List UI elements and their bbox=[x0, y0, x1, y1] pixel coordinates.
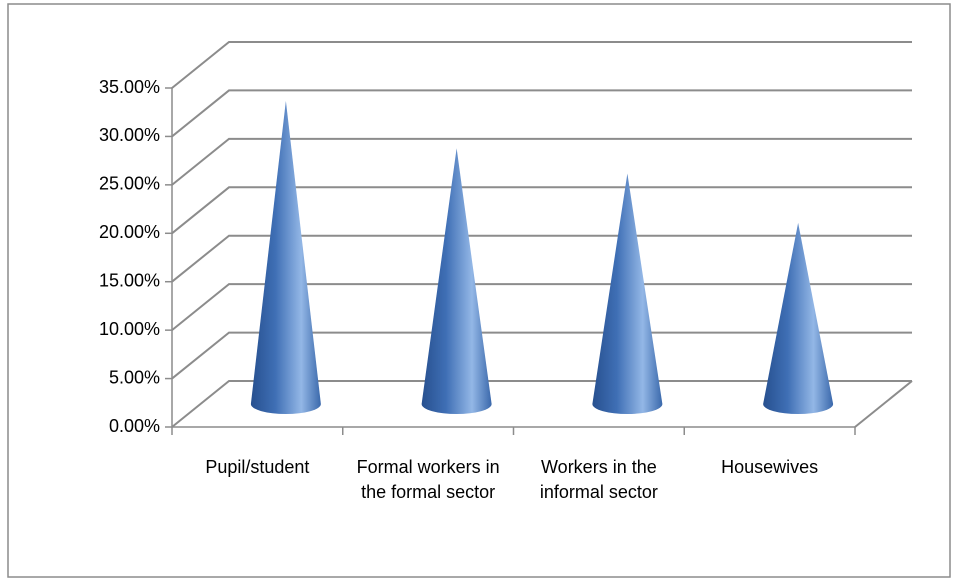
y-tick-label: 20.00% bbox=[99, 222, 160, 242]
grid-line bbox=[171, 89, 912, 138]
y-tick-label: 30.00% bbox=[99, 125, 160, 145]
y-tick-label: 15.00% bbox=[99, 270, 160, 290]
y-tick-label: 10.00% bbox=[99, 319, 160, 339]
grid-line bbox=[171, 234, 912, 283]
y-tick-label: 25.00% bbox=[99, 174, 160, 194]
y-tick-label: 0.00% bbox=[109, 416, 160, 436]
x-tick-label: Pupil/student bbox=[205, 457, 310, 477]
cone bbox=[592, 173, 663, 414]
cone bbox=[421, 148, 492, 414]
floor-edge bbox=[854, 380, 913, 428]
grid-line bbox=[171, 41, 912, 89]
cone bbox=[763, 222, 834, 414]
x-tick-label: Workers in the informal sector bbox=[539, 457, 658, 502]
grid-line bbox=[171, 380, 912, 428]
x-tick-label: Formal workers in the formal sector bbox=[356, 457, 500, 502]
x-tick-label: Housewives bbox=[721, 457, 819, 477]
y-tick-label: 35.00% bbox=[99, 77, 160, 97]
cone bbox=[250, 100, 321, 414]
grid-line bbox=[171, 283, 912, 331]
chart-border bbox=[7, 3, 951, 578]
grid-line bbox=[171, 331, 912, 380]
grid-line bbox=[171, 137, 912, 186]
grid-line bbox=[171, 186, 912, 235]
y-tick-label: 5.00% bbox=[109, 367, 160, 387]
